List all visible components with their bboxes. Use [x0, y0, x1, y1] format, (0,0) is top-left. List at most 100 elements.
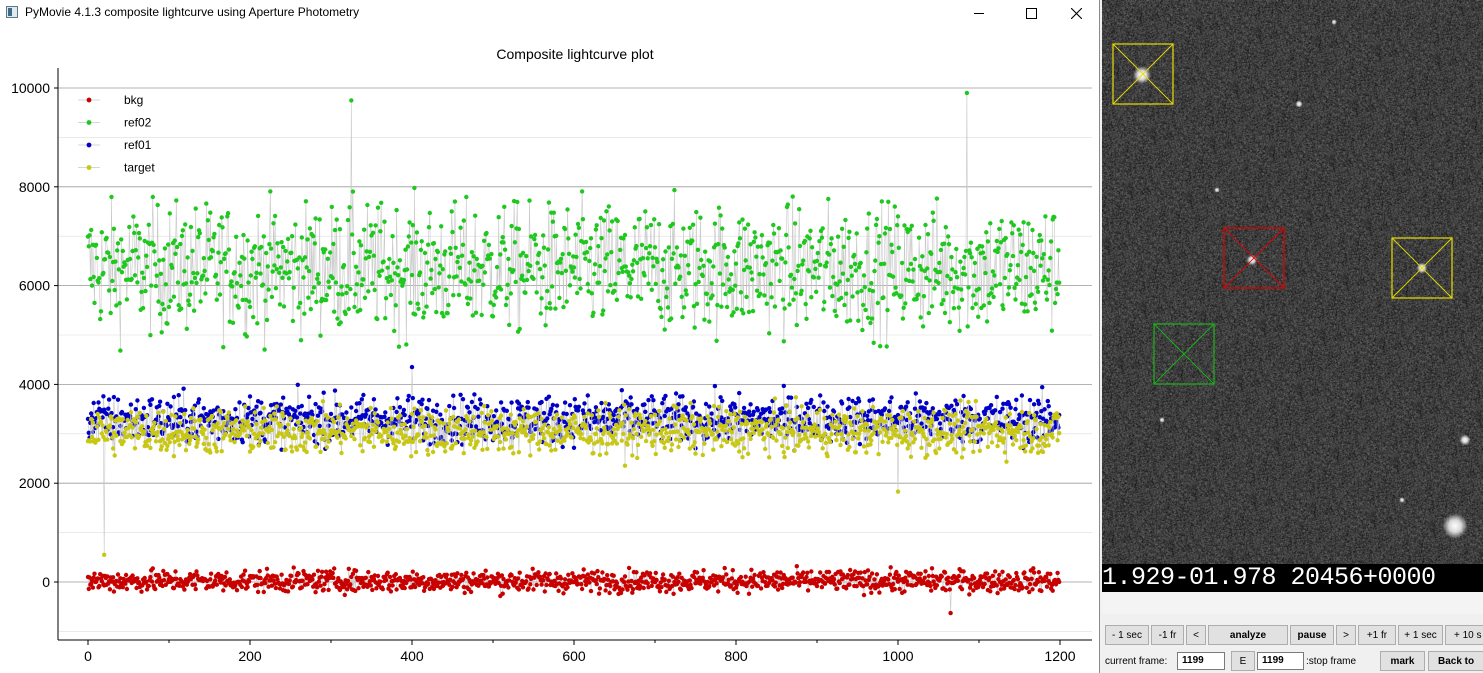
data-point — [998, 240, 1004, 245]
data-point — [705, 579, 710, 585]
video-frame-view[interactable]: 1.929-01.978 20456+0000 — [1102, 0, 1483, 592]
data-point — [934, 583, 940, 588]
current-frame-input[interactable]: 1199 — [1177, 652, 1225, 670]
data-point — [295, 266, 300, 271]
aperture-ref02[interactable] — [1112, 43, 1174, 105]
data-point — [179, 306, 184, 311]
data-point — [413, 584, 418, 590]
e-button[interactable]: E — [1231, 651, 1255, 671]
data-point — [984, 230, 989, 235]
mark-button[interactable]: mark — [1380, 651, 1425, 671]
data-point — [390, 437, 395, 442]
data-point — [848, 414, 853, 420]
legend-marker — [86, 97, 92, 103]
data-point — [1014, 570, 1019, 576]
data-point — [498, 413, 504, 418]
data-point — [450, 443, 455, 449]
data-point — [993, 423, 998, 429]
play-backward-button[interactable]: < — [1186, 625, 1206, 645]
data-point — [227, 577, 232, 582]
data-point — [128, 410, 134, 415]
minimize-button[interactable] — [956, 0, 1002, 26]
data-point — [799, 404, 804, 409]
data-point — [165, 571, 170, 577]
data-point — [1030, 446, 1035, 451]
data-point — [731, 310, 736, 315]
data-point — [534, 407, 539, 412]
data-point — [933, 450, 939, 456]
data-point — [643, 438, 649, 444]
play-forward-button[interactable]: > — [1336, 625, 1356, 645]
pause-button[interactable]: pause — [1290, 625, 1334, 645]
data-point — [444, 572, 449, 577]
data-point — [325, 415, 330, 420]
data-point — [911, 267, 916, 272]
data-point — [870, 404, 876, 410]
forward-1-frame-button[interactable]: +1 fr — [1358, 625, 1396, 645]
aperture-target[interactable] — [1223, 227, 1285, 289]
data-point — [211, 235, 216, 240]
data-point — [1031, 413, 1037, 418]
data-point — [372, 287, 377, 293]
data-point — [531, 587, 536, 592]
forward-10-seconds-button[interactable]: + 10 s — [1445, 625, 1483, 645]
data-point — [428, 276, 433, 281]
data-point — [778, 570, 783, 575]
data-point — [234, 234, 239, 239]
data-point — [221, 421, 227, 426]
aperture-overlay[interactable] — [1102, 0, 1483, 564]
data-point — [635, 406, 640, 411]
data-point — [1024, 252, 1030, 257]
data-point — [658, 580, 663, 585]
data-point — [848, 264, 854, 269]
data-point — [1007, 574, 1012, 580]
data-point — [477, 430, 483, 435]
analyze-button[interactable]: analyze — [1208, 625, 1288, 645]
data-point — [422, 250, 428, 256]
data-point — [516, 401, 522, 406]
close-button[interactable] — [1053, 0, 1099, 26]
data-point — [887, 413, 893, 418]
data-point — [196, 397, 202, 402]
data-point — [686, 271, 692, 276]
plot-area[interactable]: Composite lightcurve plot 0 2000 4000 6000 8… — [0, 26, 1099, 673]
data-point — [960, 424, 965, 430]
stop-frame-input[interactable]: 1199 — [1257, 652, 1304, 670]
back-1-frame-button[interactable]: -1 fr — [1151, 625, 1184, 645]
data-point — [938, 436, 944, 442]
data-point — [374, 425, 379, 430]
data-point — [97, 583, 102, 589]
title-bar[interactable]: PyMovie 4.1.3 composite lightcurve using… — [0, 0, 1099, 26]
data-point — [718, 395, 723, 400]
data-point — [903, 575, 908, 580]
back-to-button[interactable]: Back to — [1428, 651, 1483, 671]
data-point — [98, 309, 104, 314]
data-point — [622, 574, 628, 579]
data-point — [502, 431, 508, 436]
data-point — [610, 579, 616, 584]
data-point — [114, 303, 119, 308]
data-point — [839, 401, 845, 406]
maximize-button[interactable] — [1008, 0, 1054, 26]
aperture-ref01[interactable] — [1391, 237, 1453, 299]
data-point — [800, 262, 805, 267]
data-point — [809, 569, 814, 574]
data-point — [484, 230, 489, 236]
back-1-second-button[interactable]: - 1 sec — [1105, 625, 1149, 645]
x-tick-label: 200 — [238, 648, 262, 664]
data-point — [213, 272, 219, 277]
data-point — [409, 364, 415, 370]
data-point — [127, 413, 133, 419]
data-point — [242, 568, 248, 573]
data-point — [175, 424, 181, 429]
data-point — [630, 587, 636, 592]
forward-1-second-button[interactable]: + 1 sec — [1398, 625, 1443, 645]
data-point — [557, 424, 562, 429]
data-point — [271, 445, 276, 450]
data-point — [722, 565, 727, 571]
data-point — [963, 420, 968, 426]
data-point — [743, 574, 748, 579]
data-point — [111, 430, 117, 435]
aperture-bkg[interactable] — [1153, 323, 1215, 385]
